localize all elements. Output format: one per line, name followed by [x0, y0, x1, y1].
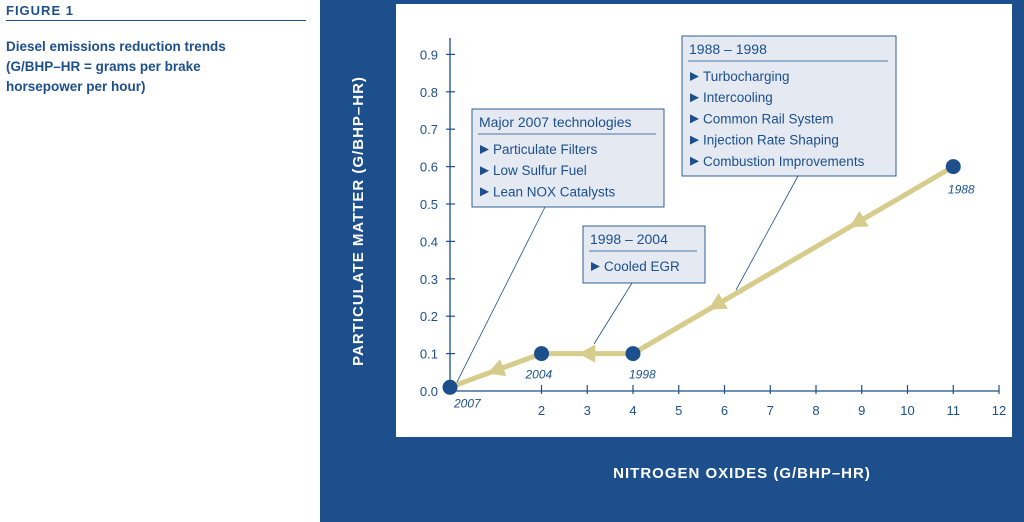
- annotation-item: Intercooling: [703, 90, 773, 105]
- bullet-arrow-icon: [480, 145, 489, 154]
- figure-caption: Diesel emissions reduction trends (G/BHP…: [6, 37, 256, 97]
- annotation-item: Combustion Improvements: [703, 154, 865, 169]
- direction-arrow: [487, 359, 507, 377]
- x-tick-label: 8: [812, 403, 819, 418]
- y-tick-label: 0.7: [420, 122, 438, 137]
- year-label-2007: 2007: [453, 396, 482, 410]
- y-tick-label: 0.0: [420, 384, 438, 399]
- direction-arrow: [849, 210, 869, 228]
- x-tick-label: 12: [992, 403, 1006, 418]
- annotation-1998-2004: 1998 – 2004 Cooled EGR: [582, 225, 706, 284]
- caption-line-1: Diesel emissions reduction trends: [6, 39, 226, 54]
- bullet-arrow-icon: [480, 166, 489, 176]
- x-tick-label: 4: [629, 403, 636, 418]
- y-tick-label: 0.8: [420, 85, 438, 100]
- data-point-2007: [442, 379, 458, 395]
- bullet-arrow-icon: [690, 135, 699, 145]
- year-label-1988: 1988: [948, 183, 975, 197]
- annotation-item: Low Sulfur Fuel: [493, 163, 587, 178]
- direction-arrow: [708, 293, 728, 310]
- bullet-arrow-icon: [480, 187, 489, 197]
- x-tick-label: 9: [858, 403, 865, 418]
- annotation-1988-1998: 1988 – 1998 Turbocharging Intercooling Comm…: [681, 35, 897, 177]
- y-axis-title: PARTICULATE MATTER (G/BHP–HR): [350, 76, 367, 366]
- bullet-arrow-icon: [690, 93, 699, 103]
- caption-line-3: horsepower per hour): [6, 79, 146, 94]
- annotation-box: [681, 35, 897, 177]
- annotation-box: [471, 108, 665, 208]
- x-tick-label: 2: [538, 403, 545, 418]
- annotation-box: [582, 225, 706, 284]
- annotation-item: Particulate Filters: [493, 142, 598, 157]
- year-label-1998: 1998: [629, 368, 656, 382]
- data-point-1998: [625, 346, 641, 362]
- annotation-title: Major 2007 technologies: [479, 114, 632, 130]
- x-tick-label: 11: [947, 403, 961, 418]
- y-tick-label: 0.1: [420, 347, 438, 362]
- x-tick-label: 3: [584, 403, 591, 418]
- direction-arrow: [578, 344, 596, 363]
- data-point-1988: [945, 159, 961, 175]
- y-tick-label: 0.2: [420, 309, 438, 324]
- leader-line: [455, 206, 546, 385]
- y-tick-label: 0.9: [420, 47, 438, 62]
- annotation-item: Injection Rate Shaping: [703, 133, 839, 148]
- bullet-arrow-icon: [690, 156, 699, 166]
- x-tick-label: 6: [721, 403, 728, 418]
- annotation-item: Turbocharging: [703, 69, 790, 84]
- x-axis-title: NITROGEN OXIDES (G/BHP–HR): [613, 465, 871, 482]
- bullet-arrow-icon: [690, 72, 699, 81]
- x-tick-label: 5: [675, 403, 682, 418]
- annotation-title: 1988 – 1998: [689, 41, 767, 57]
- annotation-2007: Major 2007 technologies Particulate Filte…: [471, 108, 665, 208]
- figure-label: FIGURE 1: [6, 3, 74, 18]
- year-label-2004: 2004: [525, 368, 553, 382]
- y-tick-label: 0.3: [420, 272, 438, 287]
- y-tick-label: 0.6: [420, 160, 438, 175]
- x-tick-label: 10: [900, 403, 914, 418]
- figure-label-rule: [6, 20, 306, 21]
- y-tick-label: 0.5: [420, 197, 438, 212]
- leader-line: [735, 175, 799, 291]
- data-point-2004: [534, 346, 549, 362]
- annotation-item: Lean NOX Catalysts: [493, 184, 616, 199]
- annotation-title: 1998 – 2004: [590, 231, 668, 247]
- y-tick-label: 0.4: [420, 234, 438, 249]
- bullet-arrow-icon: [591, 262, 600, 271]
- annotation-item: Cooled EGR: [604, 259, 680, 274]
- leader-line: [593, 282, 633, 345]
- annotation-item: Common Rail System: [703, 111, 834, 126]
- caption-line-2: (G/BHP–HR = grams per brake: [6, 59, 201, 74]
- bullet-arrow-icon: [690, 114, 699, 124]
- x-tick-label: 7: [767, 403, 774, 418]
